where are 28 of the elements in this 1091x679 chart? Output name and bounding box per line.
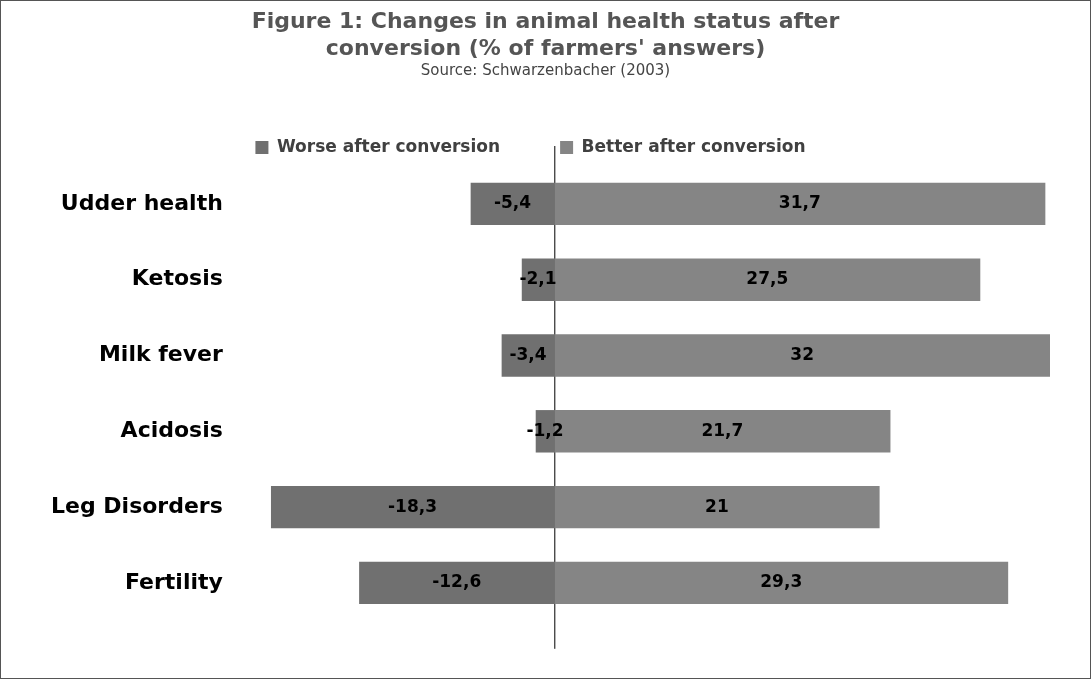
y-tick-label: Fertility	[124, 568, 223, 594]
bar	[554, 182, 1046, 226]
y-tick-label: Udder health	[60, 189, 223, 215]
bar	[470, 182, 555, 226]
data-label: -18,3	[388, 495, 438, 516]
data-label: 29,3	[760, 571, 803, 592]
data-label: 27,5	[746, 268, 789, 289]
bar	[554, 258, 981, 301]
y-tick-label: Ketosis	[131, 265, 223, 291]
chart-title: Figure 1: Changes in animal health status after conversion (% of farmers' answers)	[250, 7, 841, 61]
y-tick-label: Acidosis	[120, 417, 223, 443]
bar	[359, 561, 555, 605]
bar	[554, 485, 880, 529]
data-label: -5,4	[493, 192, 532, 213]
y-tick-label: Leg Disorders	[50, 492, 223, 518]
data-label: 32	[790, 343, 814, 364]
data-label: 21	[705, 495, 729, 516]
y-tick-label: Milk fever	[98, 341, 223, 367]
source-note: Source: Schwarzenbacher (2003)	[419, 61, 672, 79]
legend-label: Better after conversion	[581, 135, 806, 156]
data-label: -3,4	[509, 343, 547, 364]
legend-label: Worse after conversion	[276, 135, 501, 156]
bar	[270, 485, 555, 529]
data-label: -12,6	[432, 571, 482, 592]
bar	[554, 561, 1009, 605]
bar	[554, 334, 1050, 377]
data-label: 31,7	[778, 192, 821, 213]
data-label: 21,7	[701, 419, 744, 440]
